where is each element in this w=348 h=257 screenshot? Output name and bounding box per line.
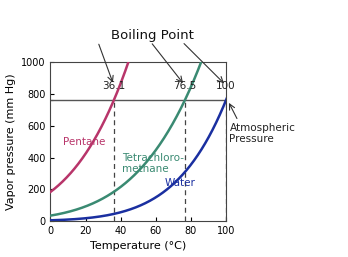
X-axis label: Temperature (°C): Temperature (°C): [90, 241, 186, 251]
Text: Atmospheric
Pressure: Atmospheric Pressure: [229, 123, 295, 144]
Text: Water: Water: [165, 178, 195, 188]
Y-axis label: Vapor pressure (mm Hg): Vapor pressure (mm Hg): [6, 73, 16, 210]
Text: Tetrachloro-
methane: Tetrachloro- methane: [122, 153, 184, 174]
Text: 76.5: 76.5: [173, 81, 196, 91]
Text: Pentane: Pentane: [63, 137, 105, 147]
Text: Boiling Point: Boiling Point: [111, 29, 194, 42]
Text: 36.1: 36.1: [102, 81, 125, 91]
Text: 100: 100: [216, 81, 236, 91]
